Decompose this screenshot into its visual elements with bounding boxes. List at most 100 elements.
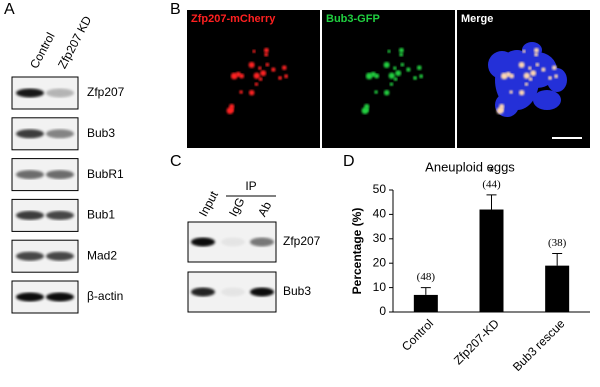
chart-title: Aneuploid eggs <box>425 159 515 174</box>
x-tick-label: Zfp207-KD <box>451 316 502 367</box>
signal-dot <box>393 66 397 70</box>
signal-dot <box>406 67 411 72</box>
x-tick-label: Control <box>399 316 436 353</box>
significance-mark: * <box>489 164 495 180</box>
bar <box>545 265 570 312</box>
dna-stain <box>522 42 542 58</box>
blot-band <box>16 88 44 98</box>
channel-label: Merge <box>461 13 493 25</box>
lane-label: Input <box>196 188 221 219</box>
signal-dot <box>509 90 513 94</box>
y-tick-label: 40 <box>373 207 387 221</box>
signal-dot <box>370 71 376 77</box>
y-tick-label: 10 <box>373 280 387 294</box>
bar <box>479 209 504 312</box>
signal-dot <box>265 62 270 67</box>
column-label: Control <box>27 30 58 71</box>
blot-band <box>221 287 245 297</box>
n-label: (48) <box>417 271 436 283</box>
micrograph <box>322 10 455 148</box>
blot-label: Bub3 <box>87 126 115 140</box>
signal-dot <box>505 71 511 77</box>
signal-dot <box>235 71 241 77</box>
micrograph <box>187 10 320 148</box>
panel-label: A <box>4 1 15 18</box>
signal-dot <box>239 90 243 94</box>
signal-dot <box>395 70 402 77</box>
blot-label: Bub3 <box>283 284 311 298</box>
signal-dot <box>278 75 283 80</box>
signal-dot <box>518 61 525 68</box>
y-axis-label: Percentage (%) <box>350 208 364 295</box>
y-tick-label: 20 <box>373 255 387 269</box>
signal-dot <box>524 82 529 86</box>
signal-dot <box>499 107 504 112</box>
lane-label: IgG <box>226 195 247 219</box>
signal-dot <box>248 89 255 96</box>
signal-dot <box>253 72 260 79</box>
signal-dot <box>260 70 267 77</box>
blot-label: Zfp207 <box>87 85 125 99</box>
signal-dot <box>528 66 532 70</box>
signal-dot <box>281 65 287 71</box>
signal-dot <box>399 52 404 57</box>
signal-dot <box>548 75 553 80</box>
dna-stain <box>517 52 557 88</box>
blot-band <box>250 237 274 247</box>
signal-dot <box>530 70 537 77</box>
signal-dot <box>534 52 539 57</box>
panel-label: C <box>170 153 182 170</box>
panel-label: B <box>170 1 181 18</box>
blot-band <box>191 287 215 297</box>
signal-dot <box>387 49 391 53</box>
blot-label: Zfp207 <box>283 234 321 248</box>
blot-band <box>46 210 74 220</box>
signal-dot <box>383 89 390 96</box>
error-bar <box>552 252 563 266</box>
blot-label: BubR1 <box>87 167 124 181</box>
signal-dot <box>263 47 269 53</box>
signal-dot <box>383 61 390 68</box>
signal-dot <box>388 72 395 79</box>
blot-band <box>46 170 74 180</box>
n-label: (38) <box>548 237 567 249</box>
blot-label: Mad2 <box>87 248 117 262</box>
signal-dot <box>522 49 526 53</box>
blot-label: Bub1 <box>87 208 115 222</box>
blot-band <box>16 251 44 261</box>
n-label: (44) <box>482 178 501 190</box>
blot-band <box>46 129 74 139</box>
signal-dot <box>419 74 424 79</box>
ip-label: IP <box>245 179 256 193</box>
signal-dot <box>398 47 404 53</box>
signal-dot <box>252 49 256 53</box>
signal-dot <box>413 75 418 80</box>
signal-dot <box>248 61 255 68</box>
y-tick-label: 30 <box>373 231 387 245</box>
signal-dot <box>284 74 289 79</box>
signal-dot <box>523 72 530 79</box>
signal-dot <box>254 82 259 86</box>
signal-dot <box>400 62 405 67</box>
signal-dot <box>541 67 546 72</box>
panel-label: D <box>343 153 355 170</box>
blot-band <box>16 170 44 180</box>
signal-dot <box>258 77 263 81</box>
signal-dot <box>535 62 540 67</box>
blot-band <box>191 237 215 247</box>
signal-dot <box>389 82 394 86</box>
blot-band <box>16 292 44 302</box>
error-bar <box>420 287 431 295</box>
dna-stain <box>533 90 561 110</box>
dna-stain <box>547 68 567 92</box>
blot-label: β-actin <box>87 289 123 303</box>
signal-dot <box>518 89 525 96</box>
channel-label: Bub3-GFP <box>326 13 380 25</box>
channel-label: Zfp207-mCherry <box>191 13 276 25</box>
signal-dot <box>229 107 234 112</box>
blot-band <box>46 88 74 98</box>
signal-dot <box>393 77 398 81</box>
blot-band <box>16 210 44 220</box>
